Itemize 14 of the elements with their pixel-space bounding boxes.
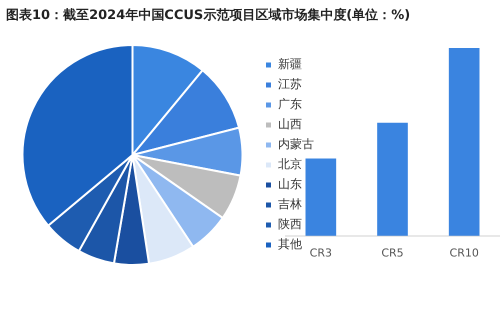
legend-label: 山东 <box>278 177 302 192</box>
legend-label: 山西 <box>278 117 302 132</box>
legend-label: 北京 <box>278 157 302 172</box>
x-tick-label: CR3 <box>310 246 332 260</box>
chart-title: 图表10：截至2024年中国CCUS示范项目区域市场集中度(单位：%) <box>6 6 410 24</box>
legend-label: 新疆 <box>278 57 302 72</box>
legend-label: 陕西 <box>278 217 302 232</box>
legend-label: 广东 <box>278 97 302 112</box>
legend-label: 其他 <box>278 237 302 252</box>
legend-label: 内蒙古 <box>278 137 314 152</box>
x-tick-label: CR5 <box>381 246 404 260</box>
x-tick-label: CR10 <box>450 246 479 260</box>
legend-label: 江苏 <box>278 77 302 92</box>
legend-label: 吉林 <box>278 197 302 212</box>
